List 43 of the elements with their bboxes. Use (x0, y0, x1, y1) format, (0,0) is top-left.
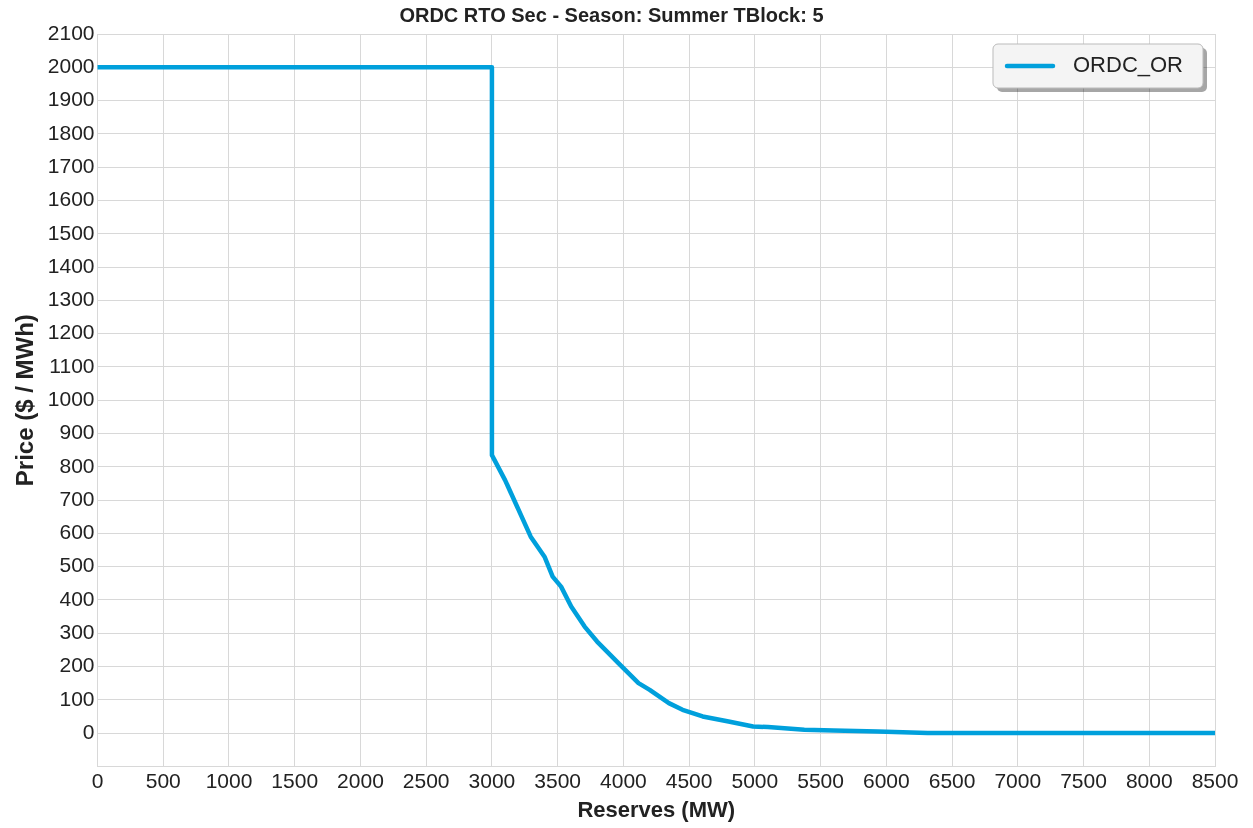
x-axis-title: Reserves (MW) (577, 796, 736, 822)
x-tick-label: 3000 (468, 768, 516, 792)
x-tick-label: 3500 (534, 768, 582, 792)
y-tick-label: 0 (82, 719, 95, 743)
x-tick-label: 5000 (731, 768, 779, 792)
y-tick-label: 1700 (47, 153, 95, 177)
x-tick-label: 8500 (1191, 768, 1239, 792)
y-tick-label: 2100 (47, 20, 95, 44)
x-tick-label: 2500 (402, 768, 450, 792)
x-tick-label: 1500 (271, 768, 319, 792)
chart-title: ORDC RTO Sec - Season: Summer TBlock: 5 (399, 3, 824, 26)
y-tick-label: 1800 (47, 120, 95, 144)
y-tick-label: 1600 (47, 187, 95, 211)
x-tick-label: 1000 (205, 768, 253, 792)
y-tick-label: 300 (59, 620, 95, 644)
y-tick-label: 400 (59, 586, 95, 610)
x-tick-label: 500 (145, 768, 181, 792)
y-tick-label: 1100 (49, 353, 95, 377)
y-tick-label: 1300 (47, 287, 95, 311)
x-tick-label: 6000 (862, 768, 910, 792)
y-tick-label: 700 (59, 486, 95, 510)
x-tick-label: 4000 (600, 768, 647, 792)
y-tick-label: 100 (59, 686, 95, 710)
x-tick-label: 5500 (797, 768, 844, 792)
y-tick-label: 600 (59, 520, 95, 544)
y-tick-label: 1000 (47, 387, 95, 410)
x-tick-label: 7000 (994, 768, 1042, 792)
y-tick-label: 900 (59, 420, 95, 444)
x-tick-label: 7500 (1060, 768, 1107, 792)
y-tick-label: 200 (59, 653, 95, 677)
y-axis-title: Price ($ / MWh) (11, 314, 39, 487)
x-tick-label: 4500 (665, 768, 713, 792)
x-tick-label: 8000 (1125, 768, 1173, 792)
legend-label: ORDC_OR (1072, 52, 1183, 78)
x-tick-label: 2000 (337, 768, 384, 792)
y-tick-label: 1500 (47, 220, 95, 244)
y-tick-label: 2000 (47, 54, 95, 78)
y-tick-label: 1200 (47, 320, 95, 344)
y-tick-label: 1400 (47, 253, 95, 277)
y-tick-label: 800 (59, 453, 95, 477)
y-tick-label: 500 (59, 553, 95, 577)
y-tick-label: 1900 (47, 87, 95, 111)
x-tick-label: 6500 (928, 768, 976, 792)
